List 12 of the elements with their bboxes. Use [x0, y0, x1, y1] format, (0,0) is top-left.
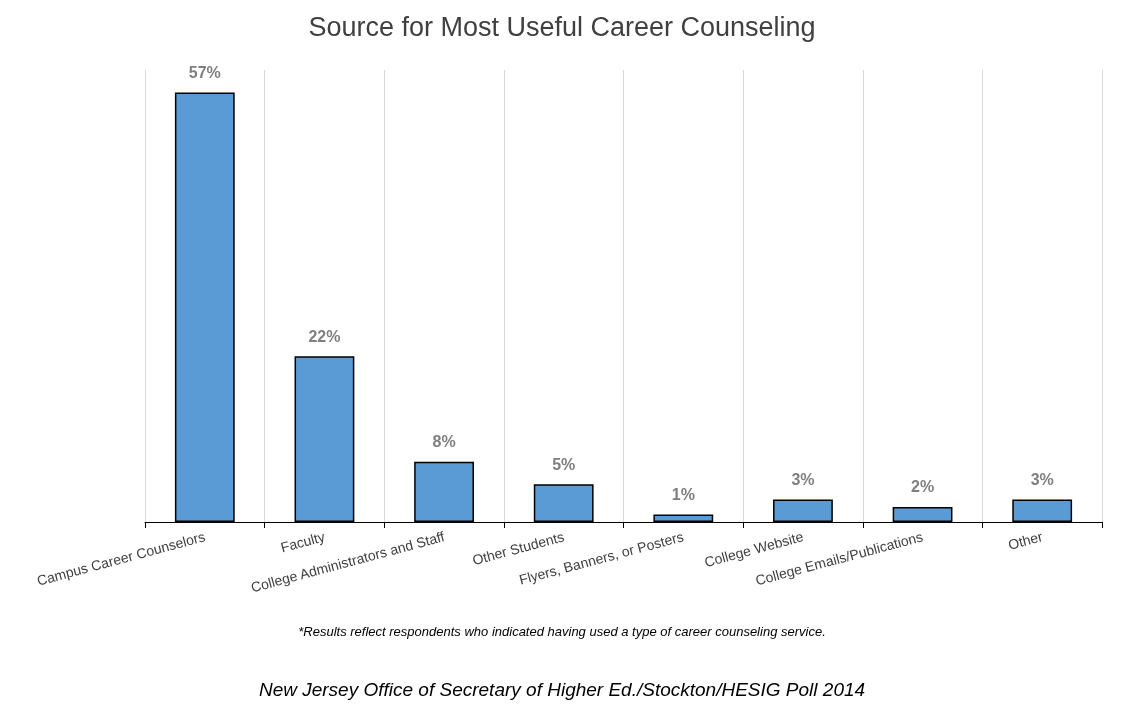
x-tick-label: Other [1006, 528, 1045, 553]
data-label: 57% [188, 64, 221, 82]
data-label: 22% [308, 327, 341, 345]
text: *Results reflect respondents who indicated having used a type of career counseling service. [298, 624, 826, 639]
data-label: 3% [1030, 470, 1054, 488]
data-label: 2% [911, 478, 935, 496]
data-label: 5% [552, 455, 576, 473]
text: New Jersey Office of Secretary of Higher Ed./Stockton/HESIG Poll 2014 [258, 679, 866, 700]
data-label: 1% [671, 485, 695, 503]
data-label: 8% [432, 433, 456, 451]
chart-title: Source for Most Useful Career Counseling [308, 11, 816, 42]
data-label: 3% [791, 470, 815, 488]
